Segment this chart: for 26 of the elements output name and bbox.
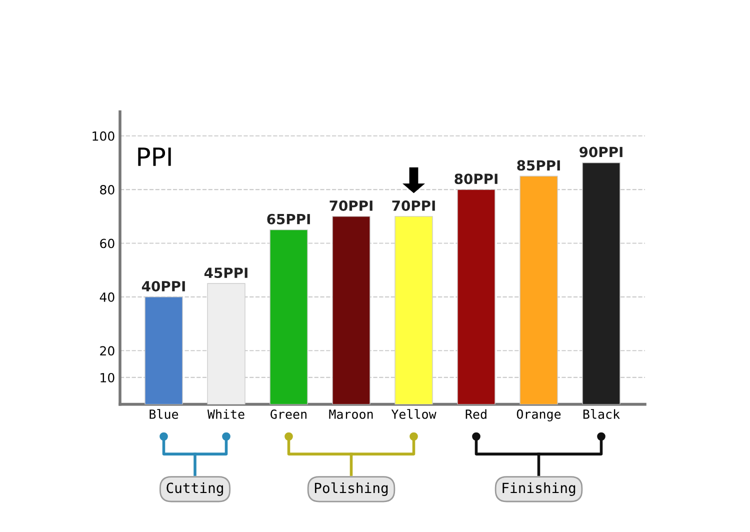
- x-tick-label: Maroon: [329, 410, 373, 419]
- y-tick-label: 80: [100, 185, 114, 194]
- data-label: 80PPI: [454, 174, 498, 184]
- x-tick-label: White: [207, 409, 244, 419]
- data-label: 90PPI: [580, 146, 622, 158]
- y-tick-label: 10: [100, 372, 114, 382]
- y-tick-label: 60: [100, 238, 114, 248]
- data-label: 40PPI: [142, 280, 185, 292]
- y-tick-label: 40: [100, 292, 114, 302]
- x-tick-label: Orange: [516, 409, 561, 422]
- x-tick-label: Green: [270, 409, 306, 419]
- data-label: 45PPI: [204, 268, 248, 278]
- text: Cutting: [166, 482, 223, 496]
- x-tick-label: Yellow: [391, 409, 436, 419]
- text: Polishing: [314, 482, 388, 496]
- data-label: 65PPI: [267, 214, 310, 224]
- x-tick-label: Red: [466, 409, 486, 419]
- data-label: 85PPI: [517, 160, 560, 171]
- x-tick-label: Blue: [150, 409, 178, 419]
- x-tick-label: Black: [583, 409, 620, 419]
- y-tick-label: 20: [100, 346, 114, 356]
- text: Finishing: [502, 482, 576, 496]
- data-label: 70PPI: [392, 200, 435, 211]
- annotation: PPI: [138, 148, 171, 166]
- y-tick-label: 100: [92, 131, 114, 141]
- data-label: 70PPI: [330, 200, 372, 211]
